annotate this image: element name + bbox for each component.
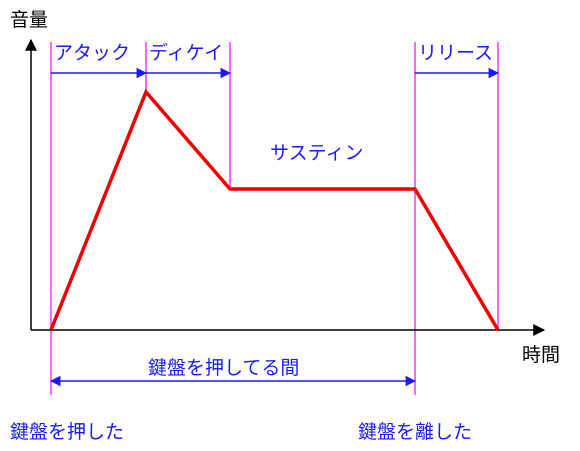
key-press-label: 鍵盤を押した <box>10 421 124 443</box>
decay-label: ディケイ <box>149 42 223 64</box>
y-axis-label: 音量 <box>10 9 48 31</box>
key-held-label: 鍵盤を押してる間 <box>148 357 299 379</box>
sustain-label: サスティン <box>270 142 363 164</box>
x-axis-label: 時間 <box>522 344 560 366</box>
attack-label: アタック <box>54 42 130 64</box>
key-release-label: 鍵盤を離した <box>358 421 472 443</box>
envelope-line <box>49 88 500 331</box>
release-label: リリース <box>418 42 493 64</box>
